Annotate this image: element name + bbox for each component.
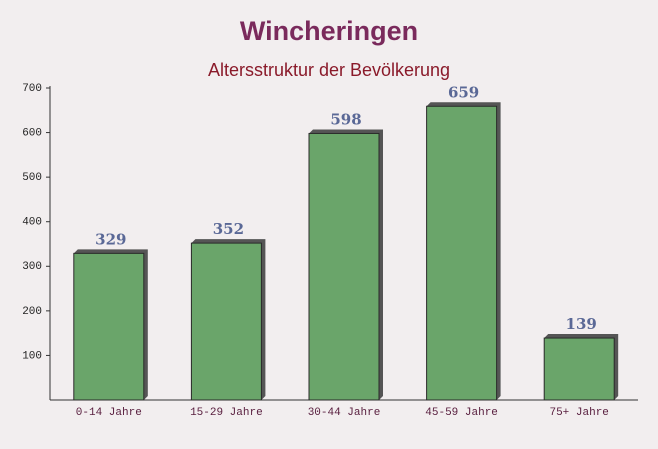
- y-tick-label: 300: [22, 261, 42, 273]
- x-tick-label: 15-29 Jahre: [190, 407, 263, 419]
- bar: [543, 337, 615, 401]
- bar: [308, 132, 380, 401]
- x-tick-label: 45-59 Jahre: [425, 407, 498, 419]
- y-tick-label: 700: [22, 83, 42, 95]
- x-tick-label: 75+ Jahre: [549, 407, 608, 419]
- y-tick-label: 500: [22, 172, 42, 184]
- bar: [73, 252, 145, 401]
- y-tick-label: 200: [22, 306, 42, 318]
- bar: [426, 105, 498, 401]
- y-tick-label: 100: [22, 350, 42, 362]
- value-label: 659: [448, 83, 479, 101]
- x-tick-label: 0-14 Jahre: [76, 407, 142, 419]
- value-label: 598: [330, 110, 361, 128]
- value-label: 329: [95, 230, 126, 248]
- value-label: 139: [566, 315, 597, 333]
- value-label: 352: [213, 220, 244, 238]
- x-tick-label: 30-44 Jahre: [308, 407, 381, 419]
- y-tick-label: 400: [22, 217, 42, 229]
- chart-title: Wincheringen: [240, 16, 418, 46]
- y-tick-label: 600: [22, 127, 42, 139]
- bar: [190, 242, 262, 401]
- chart-subtitle: Altersstruktur der Bevölkerung: [208, 60, 450, 80]
